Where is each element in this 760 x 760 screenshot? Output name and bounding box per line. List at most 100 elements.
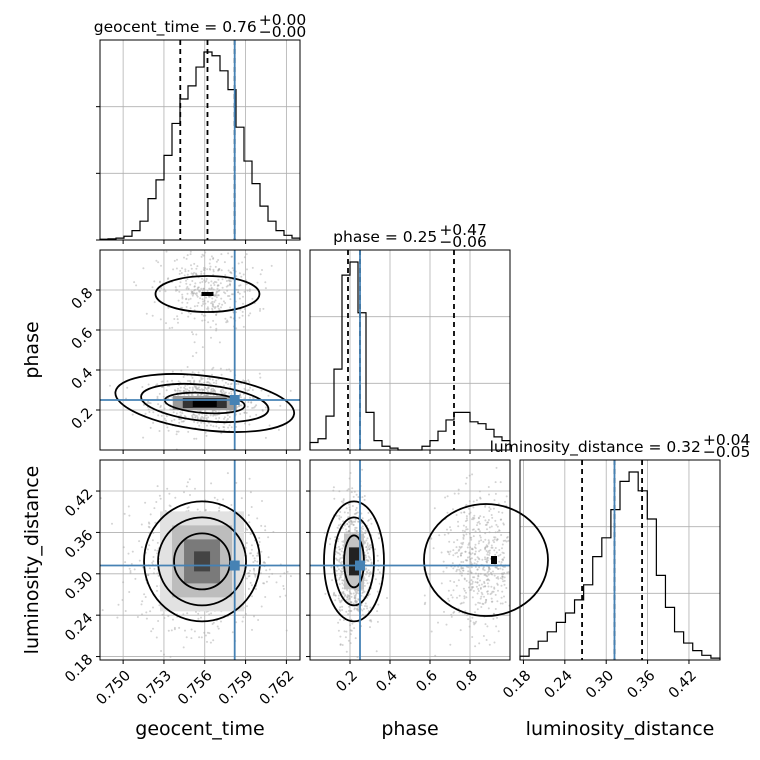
sample-point (502, 539, 505, 542)
sample-point (208, 632, 211, 635)
sample-point (227, 295, 229, 297)
sample-point (195, 351, 198, 354)
sample-point (471, 518, 473, 521)
sample-point (194, 282, 197, 285)
sample-point (217, 284, 220, 287)
sample-point (187, 315, 190, 318)
sample-point (245, 411, 248, 414)
sample-point (215, 379, 218, 382)
sample-point (364, 532, 367, 535)
sample-point (478, 540, 481, 543)
sample-point (503, 583, 506, 586)
sample-point (211, 368, 214, 371)
sample-point (149, 426, 152, 429)
sample-point (350, 491, 353, 494)
sample-point (356, 656, 359, 659)
title-phase: phase = 0.25 +0.47−0.06 (333, 221, 487, 251)
sample-point (210, 287, 213, 290)
sample-point (486, 625, 489, 628)
sample-point (208, 381, 211, 384)
sample-point (235, 383, 238, 385)
sample-point (201, 313, 203, 316)
title-main: phase = 0.25 (333, 228, 437, 246)
sample-point (496, 525, 499, 528)
sample-point (448, 553, 451, 556)
sample-point (474, 611, 476, 614)
x-tick-label-luminosity_distance: 0.18 (500, 668, 534, 702)
sample-point (211, 297, 214, 300)
sample-point (452, 549, 455, 552)
sample-point (487, 486, 490, 488)
sample-point (240, 404, 243, 407)
sample-point (353, 513, 356, 515)
sample-point (195, 437, 198, 440)
sample-point (203, 422, 206, 425)
sample-point (239, 308, 242, 311)
sample-point (202, 267, 205, 269)
sample-point (378, 537, 380, 540)
sample-point (265, 569, 268, 572)
sample-point (203, 299, 206, 302)
sample-point (478, 602, 481, 605)
sample-point (201, 289, 204, 292)
sample-point (478, 642, 481, 645)
sample-point (212, 270, 215, 273)
sample-point (135, 284, 138, 287)
sample-point (240, 275, 243, 278)
sample-point (361, 527, 364, 530)
truth-marker (355, 560, 365, 571)
sample-point (166, 487, 169, 490)
density-cell (349, 547, 359, 576)
sample-point (504, 500, 506, 503)
sample-point (347, 511, 349, 514)
sample-point (167, 306, 170, 309)
sample-point (501, 568, 504, 571)
sample-point (197, 301, 200, 304)
sample-point (345, 531, 348, 534)
sample-point (167, 429, 170, 432)
sample-point (497, 511, 500, 513)
sample-point (185, 306, 188, 308)
y-tick-label-phase: 0.6 (69, 325, 97, 353)
sample-point (486, 528, 488, 531)
sample-point (204, 414, 207, 417)
sample-point (366, 537, 369, 540)
sample-point (200, 270, 203, 273)
sample-point (191, 386, 194, 389)
sample-point (349, 472, 352, 474)
sample-point (147, 574, 150, 577)
sample-point (464, 520, 467, 523)
sample-point (369, 558, 372, 561)
sample-point (465, 517, 468, 520)
sample-point (180, 272, 183, 274)
sample-point (196, 421, 199, 424)
sample-point (377, 559, 379, 562)
sample-point (206, 390, 209, 393)
sample-point (468, 556, 471, 558)
sample-point (141, 566, 144, 569)
title-lower-error: −0.00 (259, 23, 307, 41)
sample-point (199, 297, 202, 300)
sample-point (338, 490, 341, 493)
sample-point (230, 293, 233, 296)
sample-point (337, 537, 340, 540)
sample-point (480, 539, 483, 542)
sample-point (236, 406, 239, 409)
sample-point (246, 605, 248, 608)
y-axis-label-phase: phase (21, 321, 43, 378)
sample-point (355, 493, 358, 496)
sample-point (289, 389, 292, 392)
sample-point (339, 523, 342, 526)
sample-point (339, 574, 342, 577)
sample-point (354, 637, 357, 640)
title-geocent_time: geocent_time = 0.76 +0.00−0.00 (94, 11, 306, 41)
sample-point (356, 591, 359, 594)
sample-point (486, 592, 489, 595)
sample-point (346, 596, 349, 599)
sample-point (494, 553, 497, 556)
sample-point (470, 536, 473, 539)
sample-point (345, 610, 348, 613)
sample-point (251, 389, 254, 391)
sample-point (481, 558, 484, 561)
sample-point (155, 259, 158, 262)
